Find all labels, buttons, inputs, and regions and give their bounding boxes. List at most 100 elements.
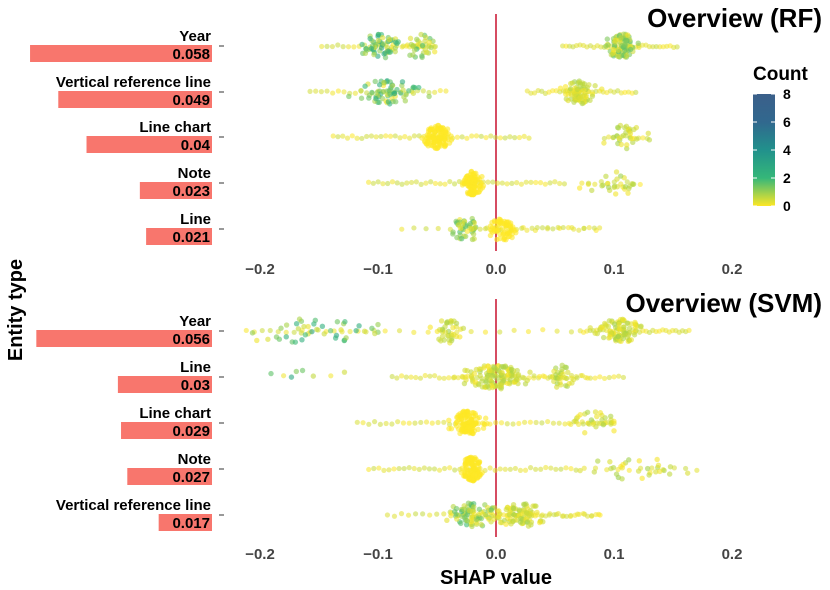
data-point [585,375,591,381]
data-point [460,325,467,332]
data-point [514,180,520,186]
data-point [451,181,458,187]
legend-colorbar [753,94,775,206]
data-point [468,417,475,423]
data-point [475,426,481,433]
data-point [632,323,639,330]
data-point [386,467,392,473]
data-point [299,367,306,374]
data-point [426,39,432,45]
data-point [467,175,474,181]
data-point [615,47,621,53]
data-point [448,137,455,143]
data-point [340,133,346,139]
data-point [335,42,341,48]
data-point [380,88,386,95]
data-point [551,512,557,518]
importance-bar [139,182,212,199]
data-point [492,134,499,141]
data-point [476,506,483,512]
data-point [380,41,387,47]
data-point [470,231,477,237]
data-point [644,465,651,472]
data-point [488,133,494,139]
data-point [392,133,398,139]
data-point [543,464,549,471]
data-point [381,79,387,86]
data-point [694,467,700,473]
data-point [624,179,630,185]
data-point [494,180,501,186]
data-point [565,97,571,104]
data-point [560,224,566,231]
data-point [500,363,507,370]
data-point [627,46,634,53]
data-point [564,513,570,519]
data-point [444,517,450,524]
data-point [471,177,478,183]
data-point [512,465,518,472]
x-tick-label: −0.2 [245,546,275,563]
data-point [469,236,476,243]
data-point [496,513,502,520]
data-point [579,372,585,379]
data-point [528,522,534,528]
data-point [626,467,632,473]
importance-bar [158,514,212,531]
data-point [410,43,416,49]
data-point [365,179,372,185]
data-point [542,181,548,187]
data-point [472,225,478,231]
feature-label: Line chart [139,405,211,422]
data-point [592,83,598,89]
data-point [460,410,466,416]
data-point [354,419,360,425]
data-point [397,135,403,141]
data-point [587,325,593,331]
data-point [462,415,468,421]
data-point [371,419,378,425]
data-point [604,467,610,473]
data-point [604,36,611,42]
data-point [418,31,424,38]
data-point [254,337,260,344]
data-point [349,133,355,139]
data-point [531,373,537,379]
data-point [432,180,439,187]
data-point [623,52,630,59]
data-point [358,87,364,94]
data-point [510,421,516,427]
data-point [340,44,346,50]
data-point [459,134,465,140]
data-point [283,329,289,335]
data-point [591,469,598,475]
data-point [436,375,442,381]
data-point [373,95,379,102]
data-point [545,418,551,425]
importance-label: 0.027 [172,469,210,486]
data-point [434,511,440,517]
feature-label: Line [180,211,211,228]
data-point [436,336,442,342]
data-point [547,511,553,517]
data-point [442,329,449,335]
importance-bar [36,330,212,347]
data-point [412,84,418,91]
data-point [533,503,539,509]
data-point [454,134,460,140]
legend-title: Count [753,64,809,85]
feature-label: Year [179,28,211,45]
data-point [381,51,387,57]
data-point [638,323,644,329]
data-point [545,225,551,231]
data-point [356,323,362,329]
data-point [411,47,418,53]
legend-tick-label: 6 [783,114,791,130]
data-point [301,323,307,330]
data-point [471,422,477,428]
data-point [573,467,579,473]
data-point [344,135,351,141]
